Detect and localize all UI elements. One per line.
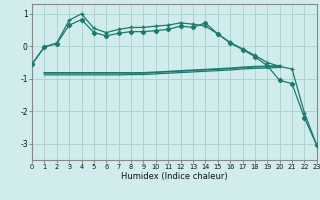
X-axis label: Humidex (Indice chaleur): Humidex (Indice chaleur) bbox=[121, 172, 228, 181]
